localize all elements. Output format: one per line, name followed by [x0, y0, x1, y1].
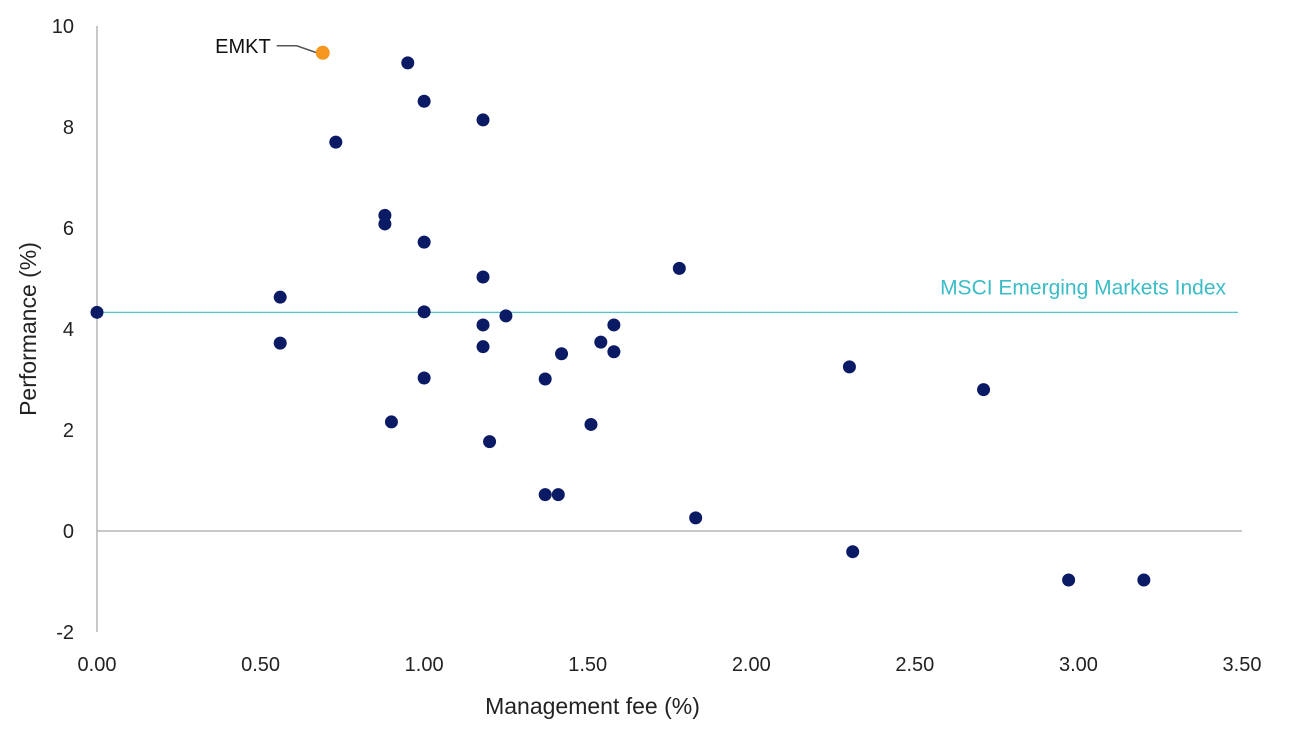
data-point — [846, 545, 860, 559]
data-point — [607, 318, 621, 332]
y-tick-label: 0 — [63, 521, 74, 543]
x-tick-labels: 0.00 0.50 1.00 1.50 2.00 2.50 3.00 3.50 — [78, 654, 1262, 676]
y-tick-label: 2 — [63, 420, 74, 442]
data-point — [417, 371, 431, 385]
x-tick-label: 3.50 — [1223, 654, 1262, 676]
data-point — [842, 360, 856, 374]
data-point — [476, 318, 490, 332]
data-point — [273, 290, 287, 304]
axes — [96, 26, 1242, 632]
y-tick-label: 4 — [63, 319, 74, 341]
y-axis-title: Performance (%) — [15, 242, 41, 416]
y-tick-label: -2 — [56, 622, 74, 644]
x-tick-label: 2.00 — [732, 654, 771, 676]
y-tick-label: 10 — [52, 16, 74, 38]
data-point — [476, 340, 490, 354]
data-point — [378, 217, 392, 231]
data-point — [551, 488, 565, 502]
reference-line-label: MSCI Emerging Markets Index — [940, 276, 1226, 299]
data-point — [90, 305, 104, 319]
x-tick-label: 1.00 — [405, 654, 444, 676]
data-point — [672, 261, 686, 275]
data-point — [417, 235, 431, 249]
data-point — [594, 335, 608, 349]
data-point — [417, 305, 431, 319]
data-point — [483, 435, 497, 449]
y-tick-label: 8 — [63, 117, 74, 139]
data-point — [555, 347, 569, 361]
data-points — [90, 56, 1151, 587]
x-tick-label: 0.50 — [241, 654, 280, 676]
highlight-label: EMKT — [215, 36, 271, 58]
data-point — [401, 56, 415, 70]
x-tick-label: 0.00 — [78, 654, 117, 676]
data-point — [384, 415, 398, 429]
data-point — [538, 372, 552, 386]
x-tick-label: 3.00 — [1059, 654, 1098, 676]
y-tick-labels: -2 0 2 4 6 8 10 — [52, 16, 74, 644]
data-point — [273, 336, 287, 350]
data-point — [1062, 573, 1076, 587]
data-point — [689, 511, 703, 525]
x-tick-label: 2.50 — [895, 654, 934, 676]
highlight-point-emkt — [315, 45, 330, 60]
y-tick-label: 6 — [63, 218, 74, 240]
highlight-callout-line — [276, 45, 317, 54]
data-point — [417, 94, 431, 108]
x-axis-title: Management fee (%) — [485, 693, 700, 719]
data-point — [607, 345, 621, 359]
data-point — [584, 417, 598, 431]
x-tick-label: 1.50 — [568, 654, 607, 676]
data-point — [499, 309, 513, 323]
data-point — [476, 113, 490, 127]
data-point — [538, 488, 552, 502]
data-point — [329, 135, 343, 149]
data-point — [1137, 573, 1151, 587]
data-point — [977, 383, 991, 397]
data-point — [476, 270, 490, 284]
